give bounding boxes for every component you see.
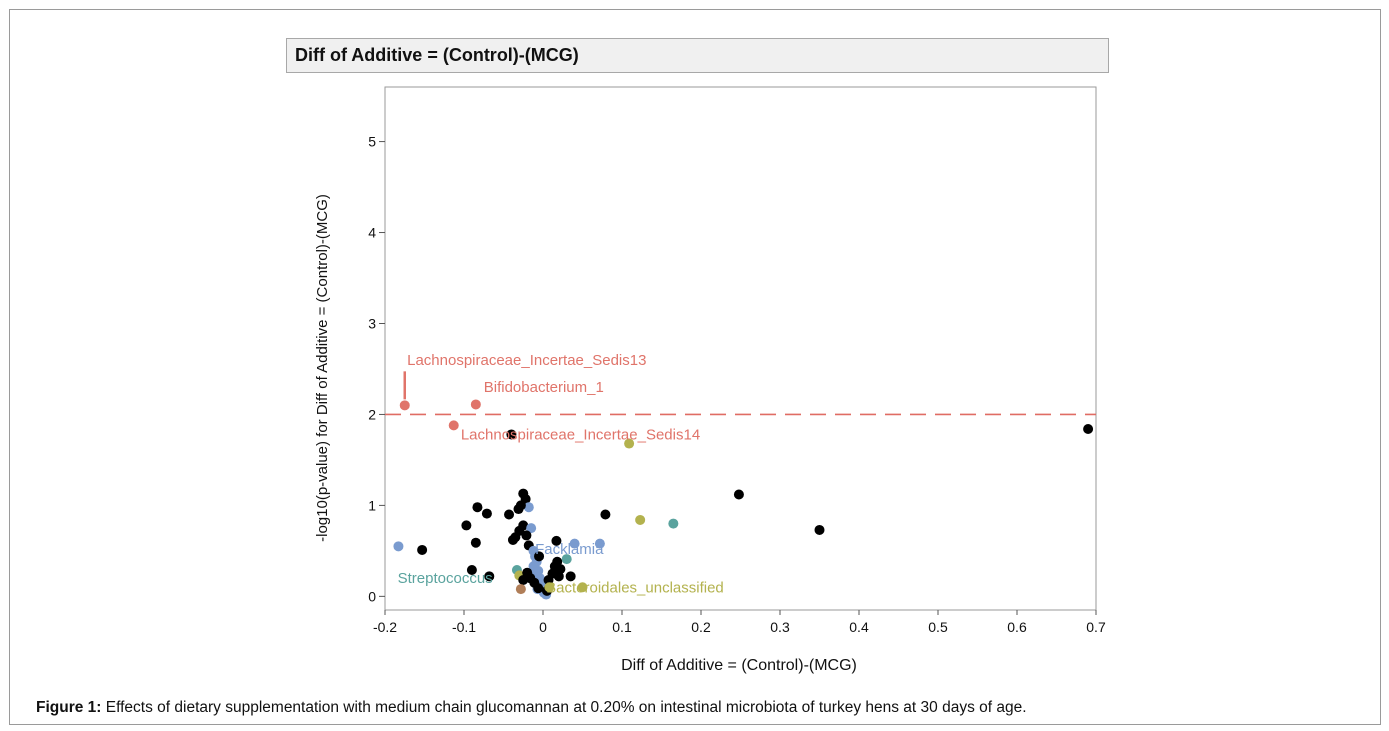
data-point xyxy=(668,518,679,529)
point-annotation: Bifidobacterium_1 xyxy=(484,379,604,396)
data-point xyxy=(533,583,544,594)
data-point xyxy=(551,535,562,546)
caption-label: Figure 1: xyxy=(36,699,102,716)
data-point xyxy=(733,489,744,500)
y-tick-label: 0 xyxy=(368,588,376,604)
x-tick-label: 0.3 xyxy=(770,619,790,635)
data-point xyxy=(466,564,477,575)
data-point xyxy=(594,538,605,549)
y-tick-label: 3 xyxy=(368,315,376,331)
x-tick-label: 0 xyxy=(539,619,547,635)
x-tick-label: 0.5 xyxy=(928,619,948,635)
data-point xyxy=(600,509,611,520)
data-point xyxy=(506,429,517,440)
y-axis-label: -log10(p-value) for Diff of Additive = (… xyxy=(314,194,331,542)
x-tick-label: 0.7 xyxy=(1086,619,1106,635)
data-point xyxy=(624,438,635,449)
plot-axes: -0.2 -0.1 0 0.1 0.2 0.3 0.4 0.5 0.6 0.7 0 1 2 3 4 5 xyxy=(368,86,1106,635)
data-point xyxy=(393,541,404,552)
data-point xyxy=(461,520,472,531)
data-point xyxy=(814,524,825,535)
data-point xyxy=(521,530,532,541)
point-annotation: Facklamia xyxy=(535,541,604,558)
point-annotation: Lachnospiraceae_Incertae_Sedis14 xyxy=(461,426,700,443)
plot-marks: Lachnospiraceae_Incertae_Sedis13 Bifidoba… xyxy=(385,352,1096,600)
x-tick-label: 0.4 xyxy=(849,619,869,635)
y-tick-label: 5 xyxy=(368,134,376,150)
chart-title: Diff of Additive = (Control)-(MCG) xyxy=(286,38,1109,73)
x-tick-label: 0.6 xyxy=(1007,619,1027,635)
data-point xyxy=(526,523,537,534)
data-point xyxy=(569,538,580,549)
data-point xyxy=(561,554,572,565)
point-annotation: Streptococcus xyxy=(398,570,493,587)
data-point xyxy=(565,571,576,582)
data-point xyxy=(513,504,524,515)
data-point xyxy=(1083,423,1094,434)
x-axis-label: Diff of Additive = (Control)-(MCG) xyxy=(621,657,857,674)
data-point xyxy=(470,399,481,410)
data-point xyxy=(484,571,495,582)
data-point xyxy=(543,574,554,585)
data-point xyxy=(448,420,459,431)
figure-caption: Figure 1: Effects of dietary supplementa… xyxy=(36,699,1366,717)
data-point xyxy=(534,551,545,562)
data-point xyxy=(523,502,534,513)
x-tick-label: -0.2 xyxy=(373,619,397,635)
data-point xyxy=(472,502,483,513)
x-tick-label: 0.1 xyxy=(612,619,632,635)
data-point xyxy=(399,400,410,411)
y-tick-label: 4 xyxy=(368,225,376,241)
y-tick-label: 2 xyxy=(368,406,376,422)
data-point xyxy=(417,544,428,555)
data-point xyxy=(470,537,481,548)
data-point xyxy=(481,508,492,519)
volcano-plot: -0.2 -0.1 0 0.1 0.2 0.3 0.4 0.5 0.6 0.7 0 1 2 3 4 5 Lac… xyxy=(314,86,1106,674)
plot-frame xyxy=(384,86,1097,611)
data-point xyxy=(553,571,564,582)
data-point xyxy=(544,582,555,593)
data-point xyxy=(504,509,515,520)
data-point xyxy=(577,582,588,593)
point-annotation: Lachnospiraceae_Incertae_Sedis13 xyxy=(407,352,646,369)
x-tick-label: -0.1 xyxy=(452,619,476,635)
caption-text: Effects of dietary supplementation with … xyxy=(101,699,1027,716)
data-point xyxy=(635,514,646,525)
y-tick-label: 1 xyxy=(368,497,376,513)
data-point xyxy=(515,584,526,595)
data-point xyxy=(507,534,518,545)
x-tick-label: 0.2 xyxy=(691,619,711,635)
point-annotation: Bacteroidales_unclassified xyxy=(546,579,724,596)
